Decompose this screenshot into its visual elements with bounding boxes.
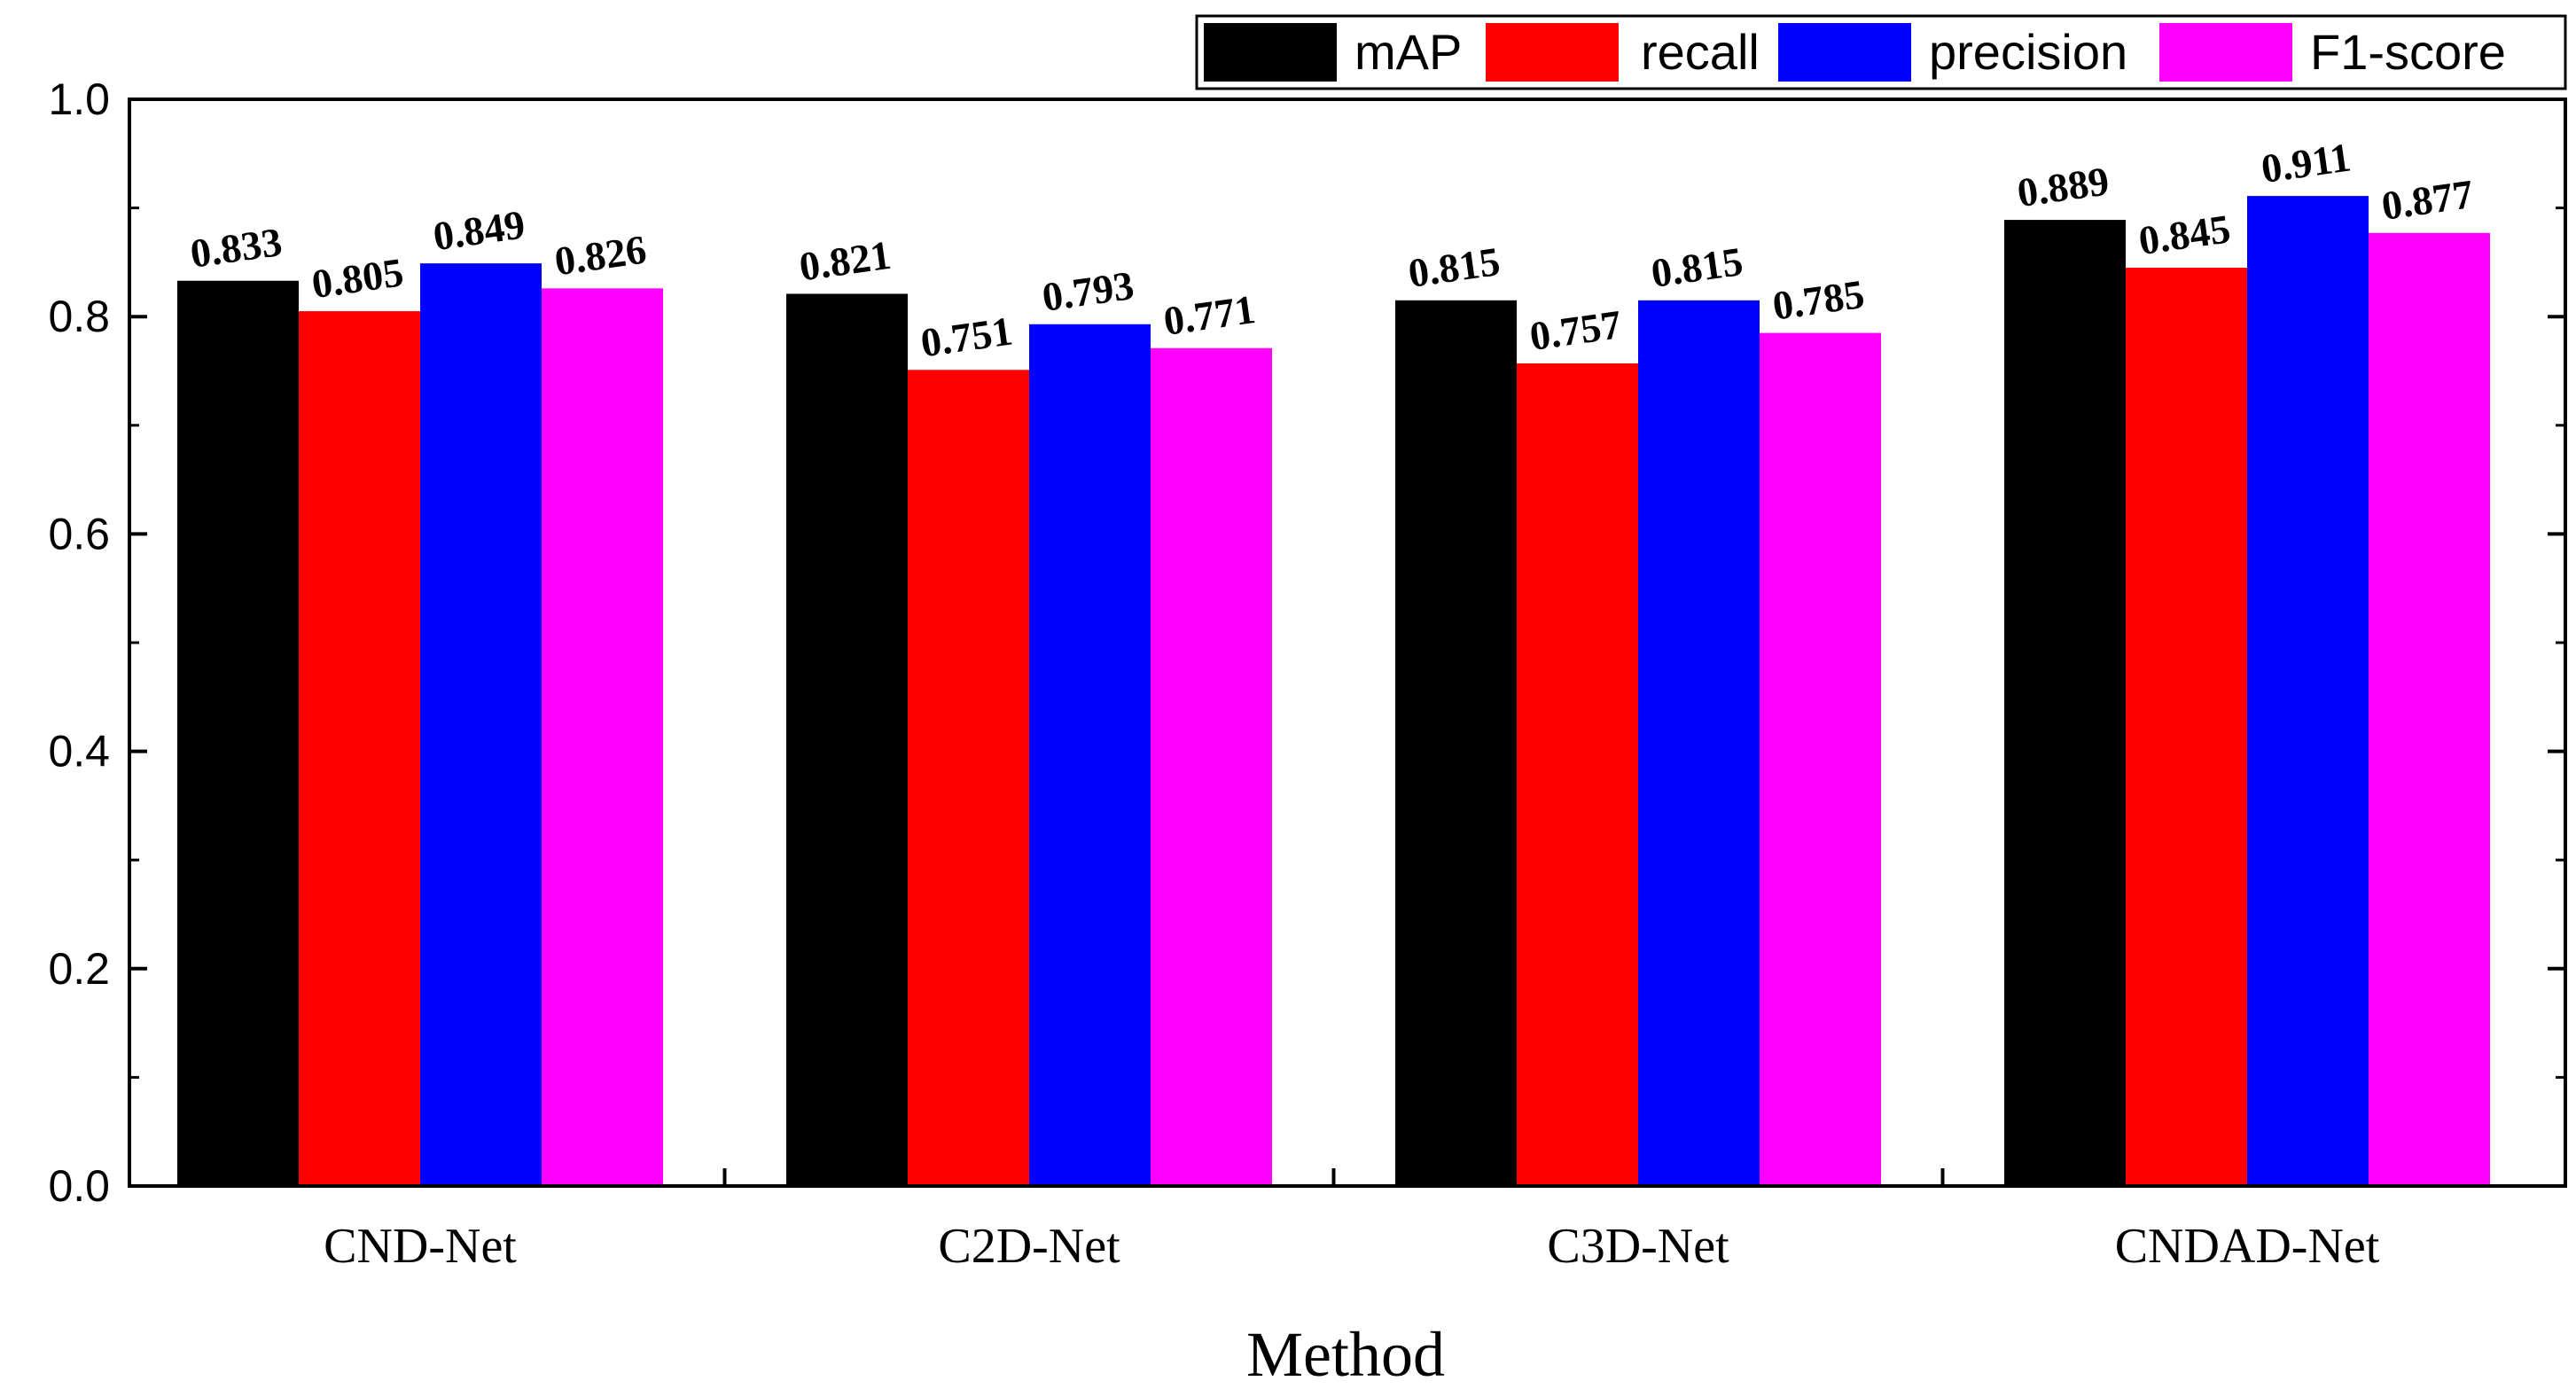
legend-swatch-map [1204,23,1337,82]
bar-map-c2d-net [786,293,908,1187]
legend: mAP recall precision F1-score [1195,14,2567,90]
y-tick-label: 0.8 [48,292,110,341]
y-tick-label: 0.6 [48,509,110,558]
bar-f1-score-c2d-net [1151,347,1272,1186]
y-tick-label: 0.2 [48,944,110,994]
bar-precision-c3d-net [1638,300,1760,1186]
y-tick-label: 0.0 [48,1161,110,1211]
bar-recall-c2d-net [908,370,1029,1186]
legend-label: precision [1929,24,2127,80]
bar-precision-cndad-net [2247,196,2369,1186]
bar-f1-score-cndad-net [2369,232,2490,1187]
bar-map-cnd-net [177,280,299,1186]
bar-map-c3d-net [1395,300,1517,1186]
bars-layer [177,196,2490,1187]
bar-precision-c2d-net [1029,324,1151,1187]
y-tick-label: 0.4 [48,727,110,776]
legend-swatch-precision [1778,23,1911,82]
x-tick-label: C3D-Net [1547,1219,1729,1274]
bar-recall-cnd-net [299,311,420,1186]
x-tick-label: C2D-Net [938,1219,1120,1274]
bar-recall-c3d-net [1517,363,1638,1187]
bar-f1-score-c3d-net [1760,332,1881,1187]
legend-label: F1-score [2310,24,2506,80]
x-tick-label: CNDAD-Net [2115,1219,2380,1274]
bar-recall-cndad-net [2126,268,2247,1186]
bar-map-cndad-net [2004,220,2126,1187]
y-tick-label: 1.0 [48,74,110,124]
axes-layer: 0.0 0.2 0.4 0.6 0.8 1.0 CND-Net C2D-Net C3D-Net C… [48,74,2567,1274]
legend-swatch-recall [1486,23,1619,82]
legend-swatch-f1-score [2159,23,2292,82]
bar-precision-cnd-net [420,263,542,1187]
legend-label: recall [1641,24,1760,80]
bar-f1-score-cnd-net [542,288,663,1187]
x-tick-label: CND-Net [324,1219,517,1274]
x-axis-title: Method [1246,1319,1445,1389]
legend-label: mAP [1354,24,1462,80]
